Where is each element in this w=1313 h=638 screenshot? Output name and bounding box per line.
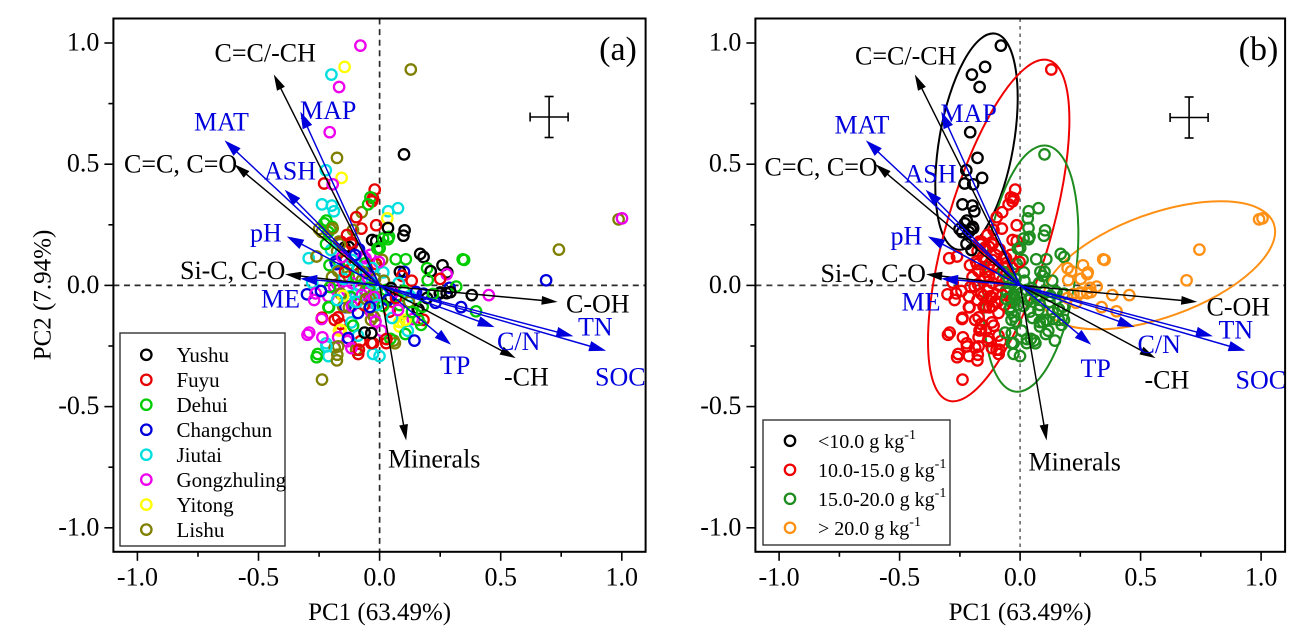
svg-text:Yitong: Yitong bbox=[177, 493, 235, 517]
svg-text:Si-C, C-O: Si-C, C-O bbox=[180, 256, 285, 285]
svg-text:C-OH: C-OH bbox=[566, 290, 630, 319]
svg-text:TN: TN bbox=[1219, 316, 1254, 345]
svg-text:-1.0: -1.0 bbox=[700, 512, 741, 541]
svg-text:C=C, C=O: C=C, C=O bbox=[765, 153, 878, 182]
svg-text:MAT: MAT bbox=[835, 111, 890, 140]
svg-text:Gongzhuling: Gongzhuling bbox=[177, 468, 287, 492]
svg-text:-0.5: -0.5 bbox=[58, 391, 99, 420]
svg-text:MAP: MAP bbox=[941, 99, 997, 128]
svg-text:Dehui: Dehui bbox=[177, 393, 228, 417]
svg-text:1.0: 1.0 bbox=[606, 563, 639, 592]
svg-text:ME: ME bbox=[902, 288, 941, 317]
svg-text:ME: ME bbox=[261, 285, 300, 314]
svg-text:0.0: 0.0 bbox=[709, 270, 742, 299]
svg-text:Yushu: Yushu bbox=[177, 343, 230, 367]
svg-text:> 20.0 g kg-1: > 20.0 g kg-1 bbox=[818, 515, 921, 540]
svg-text:0.0: 0.0 bbox=[1004, 563, 1037, 592]
svg-text:Minerals: Minerals bbox=[1029, 448, 1121, 477]
svg-text:Lishu: Lishu bbox=[177, 518, 225, 542]
svg-text:0.5: 0.5 bbox=[67, 149, 100, 178]
svg-text:MAT: MAT bbox=[194, 108, 249, 137]
svg-text:(b): (b) bbox=[1239, 31, 1279, 68]
svg-text:C/N: C/N bbox=[497, 327, 541, 356]
svg-text:TN: TN bbox=[578, 313, 613, 342]
svg-text:Si-C, C-O: Si-C, C-O bbox=[821, 259, 926, 288]
svg-text:1.0: 1.0 bbox=[709, 28, 742, 57]
svg-text:PC1 (63.49%): PC1 (63.49%) bbox=[308, 599, 451, 626]
svg-text:0.0: 0.0 bbox=[363, 563, 396, 592]
svg-text:0.5: 0.5 bbox=[484, 563, 517, 592]
svg-text:SOC: SOC bbox=[595, 363, 646, 392]
svg-text:1.0: 1.0 bbox=[1245, 563, 1278, 592]
svg-text:PC1 (63.49%): PC1 (63.49%) bbox=[949, 599, 1092, 626]
svg-text:SOC: SOC bbox=[1236, 366, 1287, 395]
svg-text:TP: TP bbox=[1081, 354, 1111, 383]
svg-text:Fuyu: Fuyu bbox=[177, 368, 221, 392]
svg-text:-1.0: -1.0 bbox=[759, 563, 800, 592]
svg-text:10.0-15.0 g kg-1: 10.0-15.0 g kg-1 bbox=[818, 457, 946, 482]
svg-text:<10.0 g kg-1: <10.0 g kg-1 bbox=[818, 428, 916, 453]
svg-text:-0.5: -0.5 bbox=[238, 563, 279, 592]
svg-text:0.5: 0.5 bbox=[1124, 563, 1157, 592]
svg-text:Changchun: Changchun bbox=[177, 418, 273, 442]
svg-text:MAP: MAP bbox=[300, 96, 356, 125]
svg-text:-1.0: -1.0 bbox=[58, 512, 99, 541]
svg-text:TP: TP bbox=[440, 351, 470, 380]
svg-text:-0.5: -0.5 bbox=[879, 563, 920, 592]
svg-text:C=C/-CH: C=C/-CH bbox=[855, 42, 957, 71]
svg-text:-CH: -CH bbox=[1145, 366, 1190, 395]
svg-text:C=C, C=O: C=C, C=O bbox=[124, 150, 237, 179]
svg-text:-0.5: -0.5 bbox=[700, 391, 741, 420]
svg-text:15.0-20.0 g kg-1: 15.0-20.0 g kg-1 bbox=[818, 486, 946, 511]
svg-text:ASH: ASH bbox=[264, 157, 316, 186]
svg-text:-1.0: -1.0 bbox=[117, 563, 158, 592]
svg-text:0.0: 0.0 bbox=[67, 270, 100, 299]
svg-text:C/N: C/N bbox=[1138, 330, 1182, 359]
svg-text:-CH: -CH bbox=[504, 363, 549, 392]
svg-text:ASH: ASH bbox=[905, 160, 957, 189]
svg-text:Minerals: Minerals bbox=[388, 445, 480, 474]
svg-text:C-OH: C-OH bbox=[1207, 293, 1271, 322]
svg-text:Jiutai: Jiutai bbox=[177, 443, 223, 467]
svg-text:pH: pH bbox=[891, 222, 923, 251]
svg-text:C=C/-CH: C=C/-CH bbox=[215, 39, 317, 68]
svg-text:pH: pH bbox=[250, 219, 282, 248]
svg-text:(a): (a) bbox=[599, 31, 637, 68]
svg-text:0.5: 0.5 bbox=[709, 149, 742, 178]
svg-text:1.0: 1.0 bbox=[67, 28, 100, 57]
svg-text:PC2 (7.94%): PC2 (7.94%) bbox=[30, 230, 57, 361]
